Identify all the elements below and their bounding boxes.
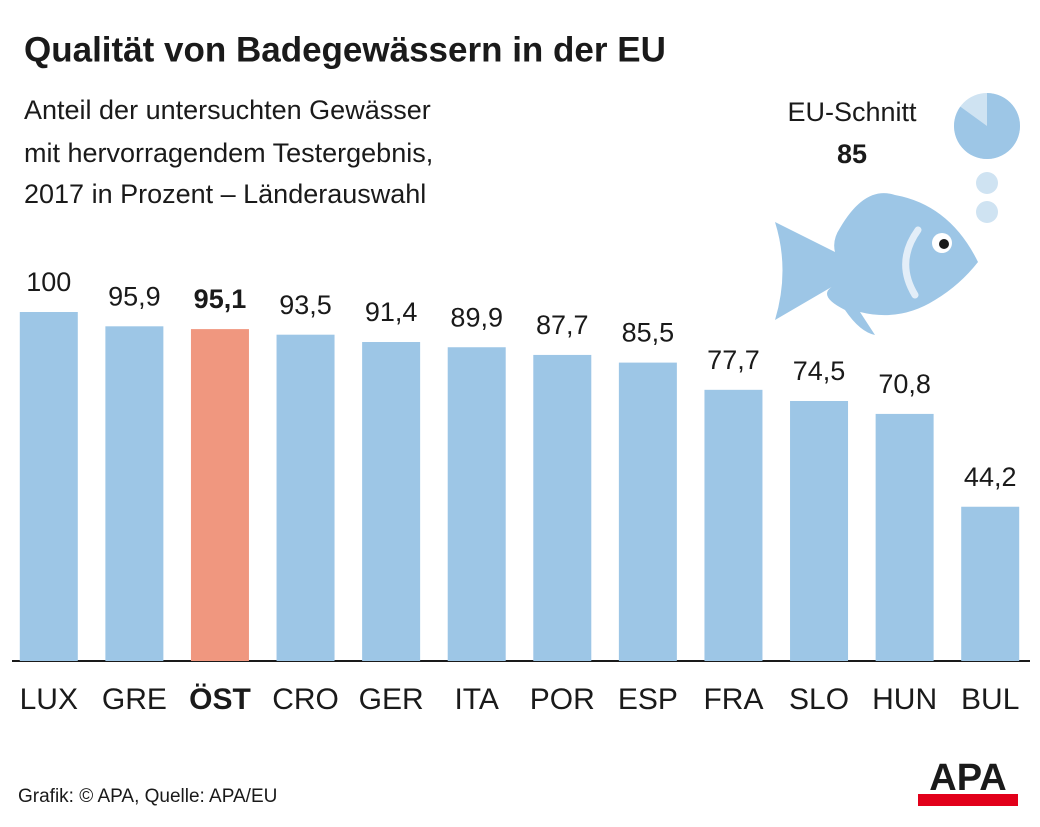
x-tick-label: HUN (872, 683, 937, 716)
bar (533, 354, 592, 661)
value-label: 87,7 (536, 310, 589, 340)
x-tick-label: SLO (789, 683, 849, 716)
x-tick-label: POR (530, 683, 595, 716)
x-tick-label: GER (359, 683, 424, 716)
value-label: 85,5 (622, 318, 675, 348)
bar (19, 312, 78, 661)
bar (875, 413, 934, 661)
bar (704, 389, 763, 661)
x-tick-label: LUX (20, 683, 78, 716)
x-tick-label: GRE (102, 683, 167, 716)
x-tick-label: ESP (618, 683, 678, 716)
bar (105, 326, 164, 661)
value-label: 74,5 (793, 356, 846, 386)
subtitle: mit hervorragendem Testergebnis, (24, 138, 433, 168)
x-tick-label: ITA (454, 683, 498, 716)
value-label: 95,1 (194, 284, 247, 314)
bar (447, 347, 506, 661)
bar (790, 400, 849, 661)
bar (190, 329, 249, 661)
value-label: 100 (26, 267, 71, 297)
bar (618, 362, 677, 661)
value-label: 93,5 (279, 290, 332, 320)
x-tick-label: CRO (272, 683, 339, 716)
eu-average-label: EU-Schnitt (787, 97, 917, 127)
value-label: 44,2 (964, 462, 1017, 492)
subtitle: Anteil der untersuchten Gewässer (24, 95, 431, 125)
logo: APA (929, 757, 1006, 799)
value-label: 77,7 (707, 345, 760, 375)
fish (775, 172, 998, 335)
value-label: 89,9 (450, 302, 503, 332)
x-tick-label: BUL (961, 683, 1019, 716)
value-label: 70,8 (878, 369, 931, 399)
bar (362, 342, 421, 661)
chart-title: Qualität von Badegewässern in der EU (24, 30, 666, 69)
bar (961, 506, 1020, 661)
x-tick-label: ÖST (189, 683, 251, 716)
x-tick-label: FRA (703, 683, 763, 716)
source: Grafik: © APA, Quelle: APA/EU (18, 786, 277, 807)
logo-bar (918, 794, 1018, 806)
pie-slice (954, 93, 1021, 159)
subtitle: 2017 in Prozent – Länderauswahl (24, 179, 426, 209)
value-label: 91,4 (365, 297, 418, 327)
eu-average-value: 85 (837, 139, 867, 169)
bar (276, 334, 335, 661)
value-label: 95,9 (108, 281, 161, 311)
